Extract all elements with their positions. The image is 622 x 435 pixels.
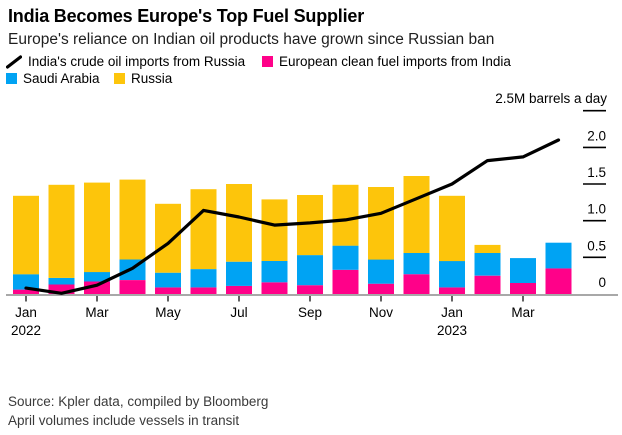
blue-swatch-icon	[6, 73, 17, 84]
bar-segment	[297, 255, 323, 286]
bar-segment	[119, 280, 146, 294]
bar-segment	[474, 252, 501, 276]
bar-segment	[226, 285, 252, 294]
bar-segment	[297, 285, 323, 294]
x-tick-label: May	[155, 305, 181, 320]
bar-segment	[190, 287, 217, 294]
bar-segment	[439, 195, 465, 262]
bar-segment	[545, 242, 572, 269]
bar-segment	[332, 184, 359, 246]
bar-segment	[13, 289, 39, 294]
x-tick-label: Sep	[298, 305, 322, 320]
bar-segment	[84, 182, 110, 273]
bar-segment	[510, 258, 536, 283]
bar-segment	[368, 283, 394, 294]
bar-segment	[48, 184, 75, 278]
bar-segment	[155, 287, 181, 294]
x-tick-year-label: 2022	[11, 323, 41, 338]
bar-segment	[13, 274, 39, 290]
x-tick-label: Nov	[369, 305, 393, 320]
legend-label: India's crude oil imports from Russia	[28, 54, 246, 69]
bar-segment	[368, 259, 394, 284]
bar-segment	[84, 272, 110, 282]
bar-segment	[474, 244, 501, 253]
x-tick-label: Mar	[511, 305, 535, 320]
footer: Source: Kpler data, compiled by Bloomber…	[8, 393, 268, 430]
legend-item-russia: Russia	[114, 71, 172, 86]
x-tick-year-label: 2023	[437, 323, 467, 338]
x-tick-label: Jul	[230, 305, 247, 320]
legend-label: Russia	[131, 71, 173, 86]
legend-item-india-crude-line: India's crude oil imports from Russia	[6, 54, 245, 69]
legend-item-saudi-arabia: Saudi Arabia	[6, 71, 100, 86]
bar-segment	[226, 184, 252, 262]
bar-segment	[48, 284, 75, 294]
x-tick-label: Jan	[15, 305, 37, 320]
line-sample-icon	[6, 54, 22, 69]
bar-segment	[155, 272, 181, 288]
bar-segment	[545, 268, 572, 294]
bar-segment	[261, 282, 288, 294]
source-note: Source: Kpler data, compiled by Bloomber…	[8, 394, 269, 409]
bar-segment	[226, 261, 252, 286]
bar-segment	[332, 269, 359, 294]
x-tick-label: Mar	[85, 305, 109, 320]
trend-line	[24, 138, 561, 295]
yellow-swatch-icon	[114, 73, 125, 84]
bar-segment	[190, 189, 217, 270]
bar-segment	[332, 245, 359, 270]
bar-segment	[368, 187, 394, 260]
y-tick-label: 1.0	[587, 202, 606, 217]
bar-segment	[119, 179, 146, 260]
y-axis-title: 2.5M barrels a day	[495, 91, 607, 106]
y-tick-label: 2.0	[587, 128, 606, 143]
x-tick-label: Jan	[441, 305, 463, 320]
bar-segment	[510, 283, 536, 294]
bar-segment	[190, 269, 217, 288]
bar-segment	[261, 199, 288, 261]
y-tick-label: 0	[598, 275, 606, 290]
legend-label: Saudi Arabia	[23, 71, 100, 86]
bar-segment	[297, 195, 323, 256]
pink-swatch-icon	[262, 56, 273, 67]
bar-segment	[439, 287, 465, 294]
page-subtitle: Europe's reliance on Indian oil products…	[8, 31, 495, 48]
bar-segment	[13, 195, 39, 275]
bar-segment	[403, 176, 430, 253]
legend-item-european-clean-fuel: European clean fuel imports from India	[262, 54, 511, 69]
legend-label: European clean fuel imports from India	[279, 54, 511, 69]
y-tick-label: 1.5	[587, 165, 606, 180]
y-tick-label: 0.5	[587, 238, 606, 253]
bar-segment	[403, 274, 430, 294]
page-title: India Becomes Europe's Top Fuel Supplier	[8, 6, 365, 26]
bar-segment	[261, 261, 288, 283]
bar-segment	[474, 275, 501, 294]
bar-segment	[155, 203, 181, 273]
bar-segment	[84, 281, 110, 294]
bar-segment	[48, 277, 75, 285]
bar-segment	[403, 252, 430, 275]
footnote: April volumes include vessels in transit	[8, 412, 240, 428]
bar-segment	[439, 261, 465, 288]
